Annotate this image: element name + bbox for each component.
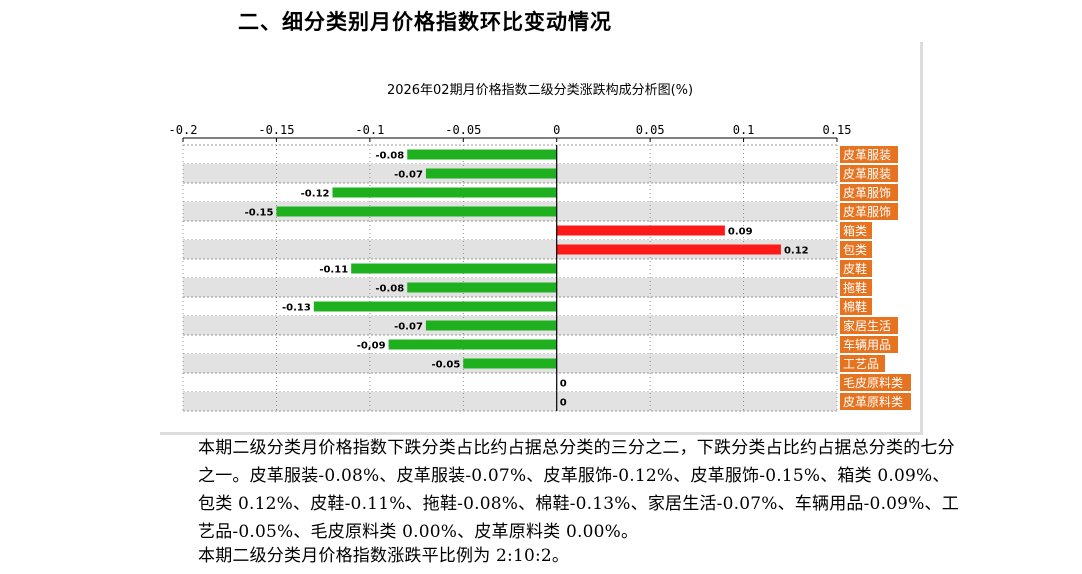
category-label: 毛皮原料类 bbox=[843, 376, 903, 390]
bar-value-label: -0.15 bbox=[245, 208, 274, 219]
category-label: 车辆用品 bbox=[843, 337, 891, 352]
category-label-box bbox=[840, 279, 872, 296]
category-label-box bbox=[840, 222, 872, 239]
category-label-box bbox=[840, 165, 898, 182]
category-label-box bbox=[840, 260, 872, 277]
category-label-box bbox=[840, 146, 898, 163]
data-bar bbox=[425, 168, 557, 179]
category-label: 棉鞋 bbox=[843, 299, 867, 314]
bar-value-label: 0 bbox=[560, 398, 567, 409]
data-bar bbox=[332, 187, 557, 198]
category-label: 皮革服饰 bbox=[843, 205, 891, 219]
data-bar bbox=[556, 244, 781, 255]
data-bar bbox=[407, 282, 557, 293]
section-heading: 二、细分类别月价格指数环比变动情况 bbox=[238, 10, 612, 34]
category-label-box bbox=[840, 374, 911, 391]
x-tick-label: 0.1 bbox=[733, 123, 755, 137]
category-label: 箱类 bbox=[843, 223, 867, 238]
category-label-box bbox=[840, 241, 872, 258]
x-tick-label: 0 bbox=[553, 123, 560, 137]
category-label-box bbox=[840, 336, 898, 353]
category-label: 皮革服装 bbox=[843, 148, 891, 162]
data-bar bbox=[313, 301, 557, 312]
x-tick-label: 0.15 bbox=[823, 123, 852, 137]
bar-value-label: 0.09 bbox=[728, 227, 753, 238]
category-label: 包类 bbox=[843, 243, 867, 257]
bar-value-label: -0.07 bbox=[394, 322, 423, 333]
summary-paragraph: 本期二级分类月价格指数下跌分类占比约占据总分类的三分之二，下跌分类占比约占据总分… bbox=[198, 438, 959, 542]
bar-value-label: 0.12 bbox=[784, 246, 809, 257]
data-bar bbox=[463, 358, 557, 369]
category-label: 皮革服饰 bbox=[843, 186, 891, 200]
data-bar bbox=[425, 320, 557, 331]
data-bar bbox=[388, 339, 557, 350]
chart-title: 2026年02期月价格指数二级分类涨跌构成分析图(%) bbox=[387, 82, 693, 98]
category-label-box bbox=[840, 317, 898, 334]
chart-panel: 2026年02期月价格指数二级分类涨跌构成分析图(%) -0.2 -0.15 -0.1… bbox=[160, 42, 923, 435]
category-label-box bbox=[840, 203, 898, 220]
x-tick-label: -0.2 bbox=[169, 123, 198, 137]
bar-value-label: -0.08 bbox=[375, 151, 404, 162]
data-bar bbox=[351, 263, 557, 274]
data-bar bbox=[276, 206, 557, 217]
category-label: 皮革服装 bbox=[843, 167, 891, 181]
category-label-box bbox=[840, 355, 885, 372]
category-label: 家居生活 bbox=[843, 318, 891, 333]
bar-chart: 2026年02期月价格指数二级分类涨跌构成分析图(%) -0.2 -0.15 -0.1… bbox=[169, 82, 911, 412]
bar-value-label: 0 bbox=[560, 379, 567, 390]
category-label: 拖鞋 bbox=[843, 280, 867, 295]
x-tick-label: -0.15 bbox=[258, 123, 294, 137]
bar-value-label: -0,09 bbox=[357, 341, 386, 352]
row-band bbox=[183, 392, 837, 411]
category-label-box bbox=[840, 298, 872, 315]
category-label-box bbox=[840, 184, 898, 201]
x-tick-label: -0.05 bbox=[445, 123, 481, 137]
bar-value-label: -0.05 bbox=[431, 360, 460, 371]
data-bar bbox=[407, 149, 557, 160]
ratio-paragraph: 本期二级分类月价格指数涨跌平比例为 2:10:2。 bbox=[198, 546, 570, 566]
bar-value-label: -0.07 bbox=[394, 170, 423, 181]
bar-value-label: -0.08 bbox=[375, 284, 404, 295]
bar-value-label: -0.12 bbox=[301, 189, 330, 200]
x-tick-label: 0.05 bbox=[636, 123, 665, 137]
bar-value-label: -0.13 bbox=[282, 303, 311, 314]
x-tick-label: -0.1 bbox=[355, 123, 384, 137]
bar-value-label: -0.11 bbox=[319, 265, 348, 276]
category-label: 皮鞋 bbox=[843, 261, 867, 276]
category-label-box bbox=[840, 393, 911, 410]
category-label: 皮革原料类 bbox=[843, 395, 903, 409]
category-label: 工艺品 bbox=[843, 357, 879, 371]
data-bar bbox=[556, 225, 725, 236]
